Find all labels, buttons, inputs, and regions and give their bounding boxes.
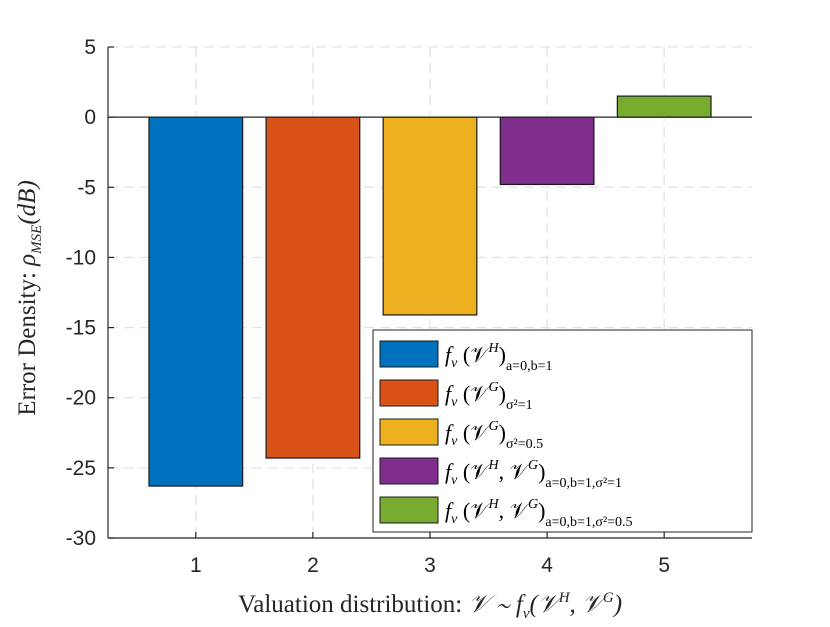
legend: fv (𝒱H)a=0,b=1 fv (𝒱G)σ²=1 fv (𝒱G)σ²=0.5 fv… <box>372 329 753 533</box>
y-tick-label: -30 <box>66 527 96 550</box>
y-tick-label: 5 <box>84 36 96 59</box>
legend-entry-label: fv (𝒱G)σ²=1 <box>445 380 533 413</box>
bar-4 <box>499 116 595 186</box>
x-tick-labels: 1 2 3 4 5 <box>190 554 670 577</box>
y-tick-label: -25 <box>66 457 96 480</box>
axes <box>107 46 752 539</box>
legend-entry-label: fv (𝒱H, 𝒱G)a=0,b=1,σ²=1 <box>445 458 622 491</box>
bar-2 <box>265 116 361 459</box>
legend-swatch <box>379 457 439 485</box>
y-tick-label: -15 <box>66 317 96 340</box>
y-tick-label: 0 <box>84 106 96 129</box>
bar-3 <box>382 116 478 316</box>
y-axis-label: Error Density: ρMSE(dB) <box>14 180 45 416</box>
legend-swatch <box>379 418 439 446</box>
legend-swatch <box>379 340 439 368</box>
x-tick-label: 3 <box>424 554 436 577</box>
x-tick-label: 1 <box>190 554 202 577</box>
legend-swatch <box>379 379 439 407</box>
legend-swatch <box>379 496 439 524</box>
bars <box>148 95 712 487</box>
x-tick-label: 2 <box>307 554 319 577</box>
legend-entry-label: fv (𝒱H)a=0,b=1 <box>445 341 552 374</box>
y-tick-labels: 5 0 -5 -10 -15 -20 -25 -30 <box>66 36 96 550</box>
legend-entry-label: fv (𝒱H, 𝒱G)a=0,b=1,σ²=0.5 <box>445 497 633 530</box>
y-tick-label: -10 <box>66 246 96 269</box>
y-tick-label: -5 <box>77 176 96 199</box>
legend-entry-label: fv (𝒱G)σ²=0.5 <box>445 419 543 452</box>
y-tick-label: -20 <box>66 387 96 410</box>
x-axis-label: Valuation distribution: 𝒱 ∼ fv(𝒱H, 𝒱G) <box>238 590 622 622</box>
bar-1 <box>148 116 244 487</box>
bar-5 <box>616 95 712 118</box>
x-tick-label: 5 <box>658 554 670 577</box>
x-tick-label: 4 <box>541 554 553 577</box>
